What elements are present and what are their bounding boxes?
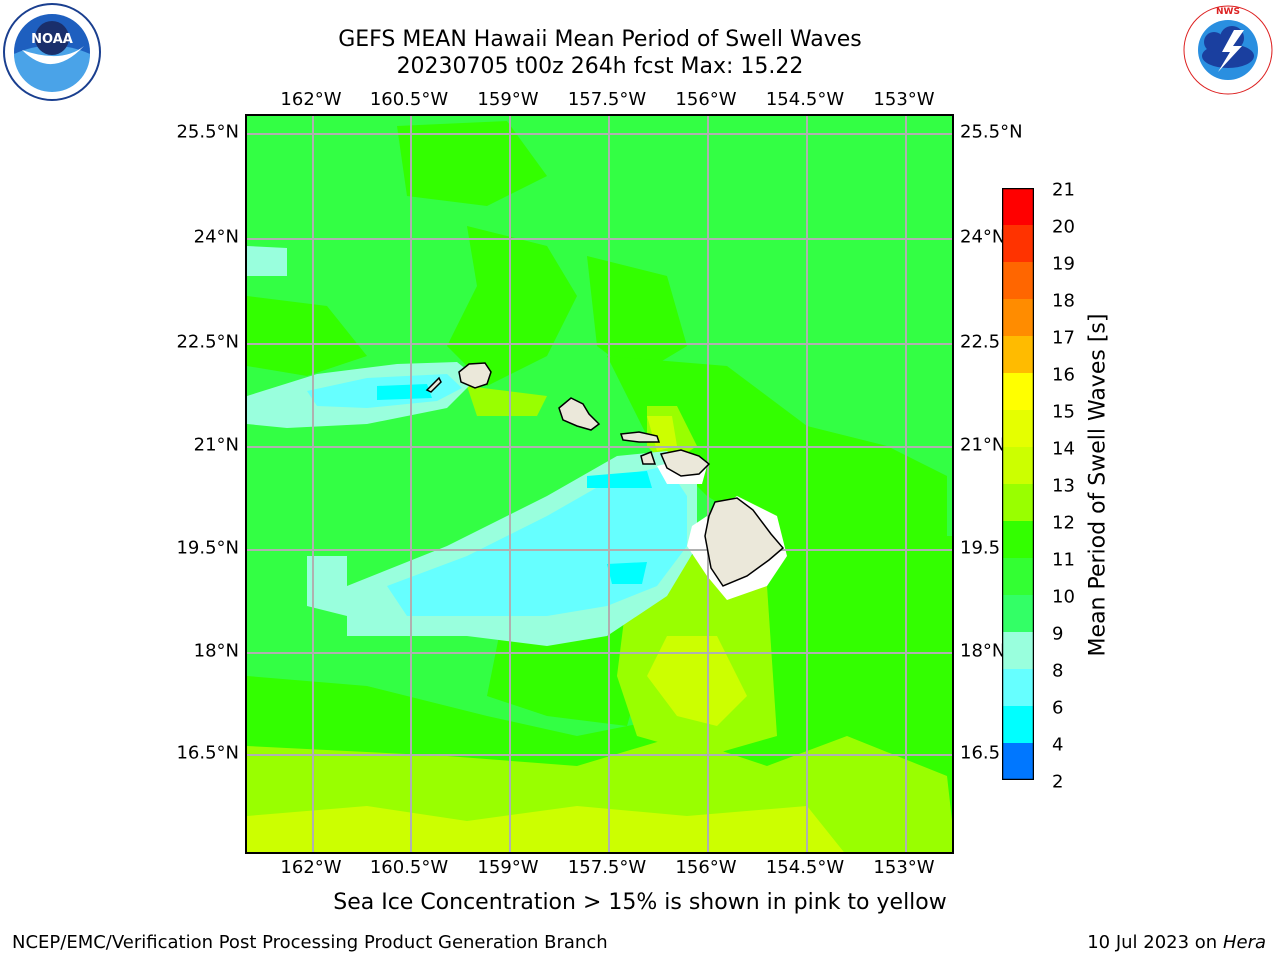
svg-text:NOAA: NOAA bbox=[31, 32, 73, 47]
lat-label-right: 21°N bbox=[960, 434, 1006, 456]
lat-label-left: 21°N bbox=[193, 434, 239, 456]
field-6-8 bbox=[607, 562, 647, 584]
hawaiian-islands bbox=[425, 362, 785, 587]
colorbar-tick: 2 bbox=[1052, 771, 1064, 793]
field-11-12 bbox=[607, 356, 947, 556]
lon-label-top: 162°W bbox=[280, 89, 342, 110]
field-11-12 bbox=[587, 256, 687, 376]
island-lanai bbox=[640, 451, 657, 465]
colorbar-block bbox=[1002, 299, 1034, 337]
lat-label-left: 24°N bbox=[193, 226, 239, 248]
colorbar-tick: 13 bbox=[1052, 475, 1075, 497]
colorbar bbox=[1001, 187, 1035, 781]
field-11-12 bbox=[247, 296, 367, 376]
colorbar-block bbox=[1002, 410, 1034, 448]
swell-period-map bbox=[245, 114, 954, 854]
lon-label-top: 154.5°W bbox=[765, 89, 845, 110]
colorbar-block bbox=[1002, 743, 1034, 781]
lon-label-top: 157.5°W bbox=[567, 89, 647, 110]
colorbar-block bbox=[1002, 595, 1034, 633]
lat-label-right: 19.5 bbox=[960, 537, 1001, 559]
colorbar-tick: 18 bbox=[1052, 290, 1075, 312]
colorbar-tick: 20 bbox=[1052, 216, 1075, 238]
colorbar-tick: 14 bbox=[1052, 438, 1075, 460]
footer-host: Hera bbox=[1222, 932, 1266, 953]
lat-label-right: 18°N bbox=[960, 640, 1006, 662]
colorbar-block bbox=[1002, 706, 1034, 744]
colorbar-block bbox=[1002, 558, 1034, 596]
field-9-10 bbox=[307, 556, 347, 616]
lon-label-bottom: 157.5°W bbox=[567, 857, 647, 878]
lat-label-right: 24°N bbox=[960, 226, 1006, 248]
field-9-10 bbox=[247, 246, 287, 276]
island-maui bbox=[659, 449, 711, 477]
noaa-logo: NOAA bbox=[2, 2, 102, 102]
colorbar-block bbox=[1002, 521, 1034, 559]
field-13-14 bbox=[247, 806, 844, 852]
colorbar-tick: 12 bbox=[1052, 512, 1075, 534]
colorbar-tick: 16 bbox=[1052, 364, 1075, 386]
lon-label-bottom: 154.5°W bbox=[765, 857, 845, 878]
footer-branch: NCEP/EMC/Verification Post Processing Pr… bbox=[12, 932, 608, 953]
footer-date-text: 10 Jul 2023 on bbox=[1087, 932, 1223, 953]
colorbar-block bbox=[1002, 669, 1034, 707]
lat-label-left: 25.5°N bbox=[176, 121, 239, 143]
sea-ice-note: Sea Ice Concentration > 15% is shown in … bbox=[333, 890, 947, 915]
colorbar-tick: 17 bbox=[1052, 327, 1075, 349]
lon-label-bottom: 160.5°W bbox=[369, 857, 449, 878]
lon-label-bottom: 162°W bbox=[280, 857, 342, 878]
colorbar-tick: 10 bbox=[1052, 586, 1075, 608]
colorbar-label: Mean Period of Swell Waves [s] bbox=[1085, 313, 1111, 657]
colorbar-tick: 6 bbox=[1052, 697, 1064, 719]
colorbar-tick: 21 bbox=[1052, 179, 1075, 201]
footer-date: 10 Jul 2023 on Hera bbox=[1087, 932, 1266, 953]
lat-label-right: 16.5 bbox=[960, 742, 1001, 764]
lon-label-bottom: 159°W bbox=[477, 857, 539, 878]
lat-label-left: 16.5°N bbox=[176, 742, 239, 764]
chart-subtitle: 20230705 t00z 264h fcst Max: 15.22 bbox=[396, 54, 804, 79]
colorbar-tick: 4 bbox=[1052, 734, 1064, 756]
svg-text:NWS: NWS bbox=[1216, 7, 1240, 17]
field-6-8 bbox=[587, 471, 652, 488]
graticule bbox=[247, 116, 952, 852]
lon-label-top: 156°W bbox=[675, 89, 737, 110]
lon-label-top: 159°W bbox=[477, 89, 539, 110]
lat-label-left: 22.5°N bbox=[176, 331, 239, 353]
colorbar-tick: 11 bbox=[1052, 549, 1075, 571]
field-12-13 bbox=[467, 386, 547, 416]
lon-label-bottom: 153°W bbox=[873, 857, 935, 878]
field-11-12 bbox=[447, 226, 577, 386]
chart-title: GEFS MEAN Hawaii Mean Period of Swell Wa… bbox=[338, 27, 862, 52]
island-molokai bbox=[619, 431, 661, 443]
colorbar-tick: 8 bbox=[1052, 660, 1064, 682]
lat-label-left: 19.5°N bbox=[176, 537, 239, 559]
lat-label-right: 25.5°N bbox=[960, 121, 1023, 143]
lon-label-bottom: 156°W bbox=[675, 857, 737, 878]
colorbar-tick: 15 bbox=[1052, 401, 1075, 423]
colorbar-block bbox=[1002, 336, 1034, 374]
colorbar-block bbox=[1002, 632, 1034, 670]
colorbar-block bbox=[1002, 484, 1034, 522]
colorbar-tick: 19 bbox=[1052, 253, 1075, 275]
colorbar-block bbox=[1002, 225, 1034, 263]
island-hawaii bbox=[704, 497, 785, 587]
colorbar-block bbox=[1002, 373, 1034, 411]
lat-label-right: 22.5 bbox=[960, 331, 1001, 353]
island-oahu bbox=[558, 397, 601, 431]
lon-label-top: 153°W bbox=[873, 89, 935, 110]
colorbar-block bbox=[1002, 188, 1034, 226]
lat-label-left: 18°N bbox=[193, 640, 239, 662]
field-6-8 bbox=[377, 384, 432, 400]
field-13-14 bbox=[647, 636, 747, 726]
lon-label-top: 160.5°W bbox=[369, 89, 449, 110]
colorbar-tick: 9 bbox=[1052, 623, 1064, 645]
colorbar-block bbox=[1002, 447, 1034, 485]
nws-logo: NWS bbox=[1178, 2, 1278, 98]
colorbar-block bbox=[1002, 262, 1034, 300]
island-kauai bbox=[458, 362, 492, 389]
island-niihau bbox=[425, 376, 442, 393]
